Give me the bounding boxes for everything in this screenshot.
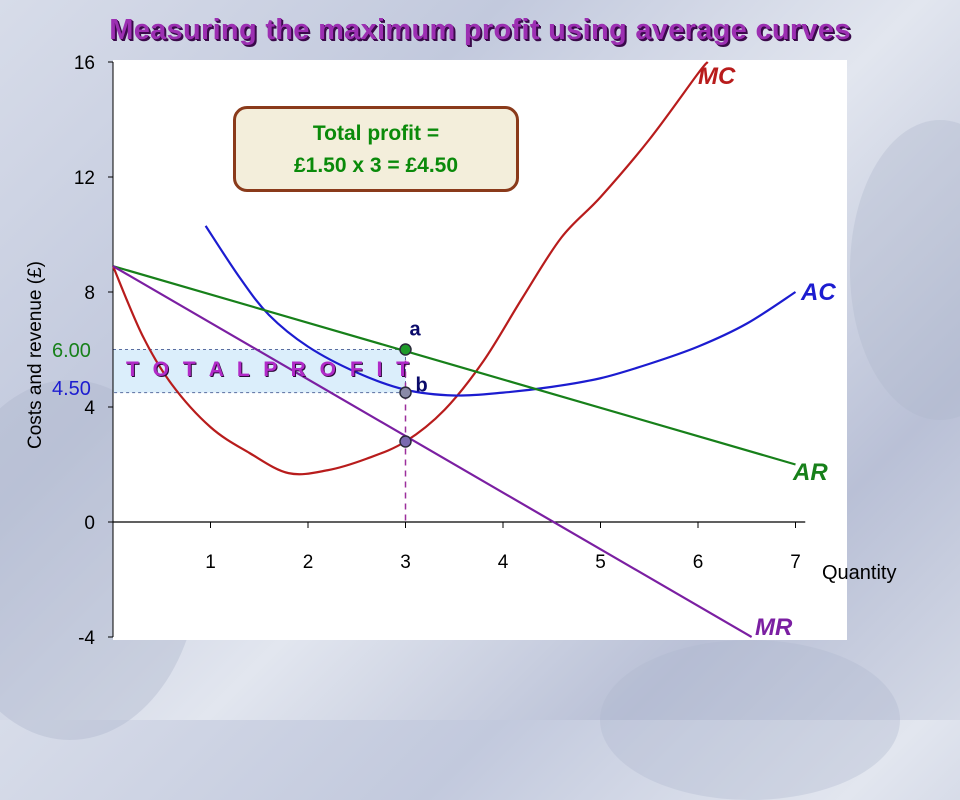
x-axis-label: Quantity bbox=[822, 562, 897, 584]
mr-label: MR bbox=[755, 614, 793, 641]
callout-line-1: Total profit = bbox=[312, 122, 440, 145]
y-tick-label: 0 bbox=[84, 513, 95, 534]
y-tick-label: 12 bbox=[74, 168, 95, 189]
callout-line-2: £1.50 x 3 = £4.50 bbox=[293, 154, 459, 177]
mc-label: MC bbox=[698, 63, 736, 90]
point-label-a: a bbox=[410, 319, 422, 341]
x-tick-label: 4 bbox=[498, 552, 509, 573]
ac-label: AC bbox=[800, 279, 836, 306]
background-decoration bbox=[850, 120, 960, 420]
point-b bbox=[399, 386, 412, 399]
y-tick-label: 8 bbox=[84, 283, 95, 304]
background-decoration bbox=[600, 640, 900, 800]
x-tick-label: 5 bbox=[595, 552, 606, 573]
y-tick-label: 16 bbox=[74, 53, 95, 74]
ar-label: AR bbox=[792, 459, 828, 486]
price-value-label: 6.00 bbox=[52, 340, 91, 362]
total-profit-callout: Total profit = £1.50 x 3 = £4.50 bbox=[233, 106, 519, 192]
mr-curve bbox=[112, 265, 753, 638]
x-tick-label: 6 bbox=[693, 552, 704, 573]
ac-curve bbox=[204, 225, 797, 397]
y-tick-label: -4 bbox=[78, 628, 95, 649]
x-tick-label: 1 bbox=[205, 552, 216, 573]
x-tick-label: 7 bbox=[790, 552, 801, 573]
point-label-b: b bbox=[416, 375, 428, 397]
point-a bbox=[399, 343, 412, 356]
average-cost-value-label: 4.50 bbox=[52, 378, 91, 400]
y-axis-label: Costs and revenue (£) bbox=[25, 261, 46, 449]
x-tick-label: 2 bbox=[303, 552, 314, 573]
total-profit-label: T O T A L P R O F I T bbox=[126, 358, 414, 381]
ar-curve bbox=[112, 265, 796, 466]
x-tick-label: 3 bbox=[400, 552, 411, 573]
point-mr-mc bbox=[399, 435, 412, 448]
y-tick-label: 4 bbox=[84, 398, 95, 419]
chart-title: Measuring the maximum profit using avera… bbox=[109, 14, 851, 46]
